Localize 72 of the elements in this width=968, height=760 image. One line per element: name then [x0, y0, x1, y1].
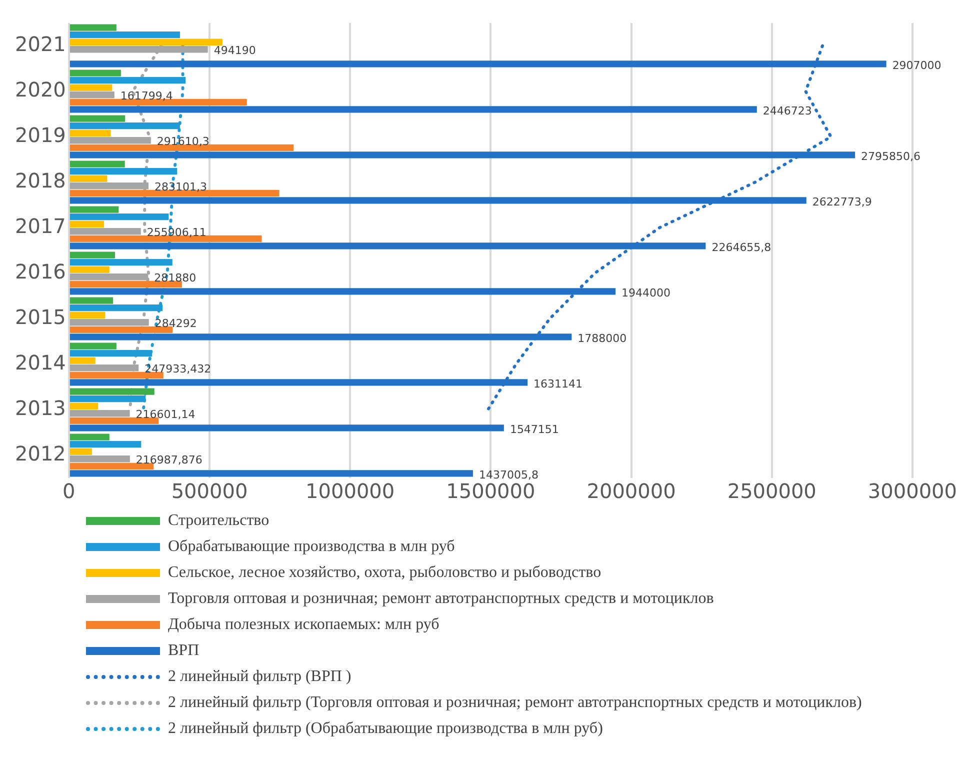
- y-tick-label: 2014: [14, 350, 66, 374]
- legend-label: Строительство: [168, 512, 270, 530]
- bar: [70, 106, 757, 113]
- x-tick-label: 3000000: [868, 479, 958, 504]
- bar: [70, 424, 504, 432]
- y-tick-label: 2015: [14, 304, 66, 329]
- bar: [70, 252, 116, 258]
- y-tick-label: 2016: [14, 259, 66, 284]
- x-tick-label: 2500000: [727, 479, 816, 504]
- legend-label: 2 линейный фильтр (Торговля оптовая и розничная; ремонт автотранспортных средств и мотоциклов): [168, 694, 862, 712]
- y-tick-label: 2021: [14, 32, 66, 56]
- x-tick-label: 1000000: [306, 479, 395, 504]
- x-tick-label: 500000: [171, 479, 248, 504]
- data-label: 1944000: [622, 286, 671, 300]
- bar: [70, 357, 96, 364]
- legend-label: Обрабатывающие производства в млн руб: [168, 538, 455, 556]
- bar: [70, 130, 111, 136]
- y-tick-label: 2013: [14, 396, 66, 420]
- data-label: 494190: [214, 44, 256, 58]
- bar: [70, 280, 182, 288]
- bar: [70, 440, 142, 448]
- data-label: 1437005,8: [478, 468, 538, 482]
- bar: [70, 220, 104, 228]
- y-tick-label: 2012: [14, 441, 66, 466]
- data-label: 1788000: [578, 332, 627, 345]
- legend-label: Торговля оптовая и розничная; ремонт автотранспортных средств и мотоциклов: [168, 590, 714, 608]
- bar: [70, 115, 126, 122]
- bar: [70, 297, 114, 304]
- data-label: 1547151: [510, 422, 559, 436]
- bar: [70, 175, 108, 182]
- legend-label: Добыча полезных ископаемых: млн руб: [168, 616, 440, 634]
- bar: [70, 266, 110, 273]
- y-tick-label: 2019: [14, 122, 66, 147]
- bar: [70, 24, 116, 31]
- bar: [70, 456, 130, 462]
- bar: [70, 470, 473, 477]
- bar: [70, 206, 119, 213]
- data-label: 2264655,8: [712, 240, 772, 254]
- bar: [70, 31, 180, 38]
- data-label: 216987,876: [136, 454, 202, 467]
- data-label: 1631141: [534, 377, 583, 390]
- bar: [70, 312, 106, 318]
- data-label: 2446723: [762, 104, 812, 118]
- bar: [70, 228, 141, 235]
- y-tick-label: 2017: [14, 214, 66, 238]
- data-label: 216601,14: [136, 408, 196, 422]
- legend-label: 2 линейный фильтр (ВРП ): [168, 668, 352, 686]
- bar: [70, 92, 114, 98]
- data-label: 284292: [154, 317, 197, 330]
- bar: [70, 70, 121, 76]
- data-label: 247933,432: [144, 362, 212, 376]
- bar: [70, 388, 154, 395]
- data-label: 2795850,6: [861, 150, 921, 163]
- x-tick-label: 0: [62, 479, 76, 504]
- bar: [70, 410, 130, 417]
- x-tick-label: 2000000: [586, 479, 676, 504]
- x-tick-label: 1500000: [446, 479, 536, 504]
- bar: [70, 84, 112, 91]
- data-label: 2622773,9: [812, 195, 872, 208]
- bar: [70, 38, 222, 46]
- bar: [70, 160, 125, 168]
- y-tick-label: 2020: [14, 77, 66, 102]
- bar: [70, 448, 92, 455]
- bar: [70, 326, 173, 334]
- bar: [70, 402, 98, 410]
- legend-label: ВРП: [168, 642, 200, 660]
- y-tick-label: 2018: [14, 168, 66, 192]
- legend-label: Сельское, лесное хозяйство, охота, рыболовство и рыбоводство: [168, 564, 602, 582]
- data-label: 2907000: [892, 58, 942, 72]
- bar: [70, 434, 110, 440]
- legend-label: 2 линейный фильтр (Обрабатывающие производства в млн руб): [168, 720, 603, 738]
- bar: [70, 342, 116, 350]
